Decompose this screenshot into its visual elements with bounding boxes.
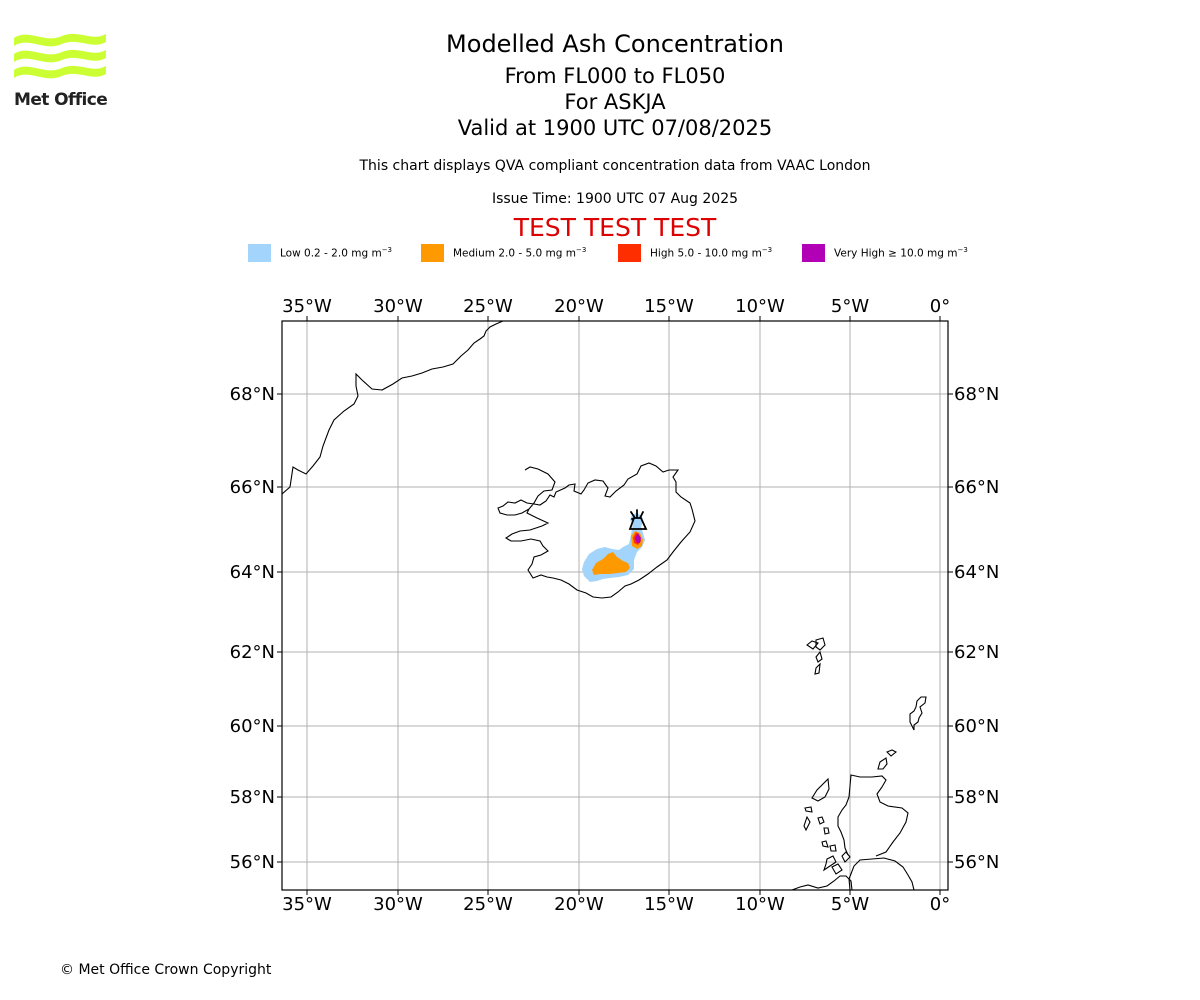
- legend-swatch-very-high: [802, 244, 825, 262]
- lon-label-bottom-25w: 25°W: [463, 894, 513, 915]
- lon-label-bottom-10w: 10°W: [735, 894, 785, 915]
- copyright-notice: © Met Office Crown Copyright: [60, 962, 272, 978]
- lat-label-right-64n: 64°N: [954, 562, 999, 583]
- legend-swatch-medium: [421, 244, 444, 262]
- lon-label-top-35w: 35°W: [282, 296, 332, 317]
- met-office-logo: Met Office: [14, 30, 110, 112]
- lon-label-top-5w: 5°W: [831, 296, 869, 317]
- hebrides-islands: [803, 777, 851, 875]
- lat-label-left-56n: 56°N: [230, 852, 275, 873]
- lat-label-left-60n: 60°N: [230, 716, 275, 737]
- issue-time: Issue Time: 1900 UTC 07 Aug 2025: [491, 191, 739, 207]
- map-area: [282, 321, 948, 890]
- map-frame: [281, 320, 949, 891]
- lon-label-bottom-35w: 35°W: [282, 894, 332, 915]
- lat-label-right-62n: 62°N: [954, 642, 999, 663]
- lat-label-left-58n: 58°N: [230, 787, 275, 808]
- lat-label-left-68n: 68°N: [230, 384, 275, 405]
- legend-label-medium: Medium 2.0 - 5.0 mg m−3: [453, 246, 587, 260]
- flight-level-range: From FL000 to FL050: [504, 64, 726, 88]
- greenland-coastline: [282, 321, 504, 495]
- legend-label-very-high: Very High ≥ 10.0 mg m−3: [834, 246, 968, 260]
- faroe-islands: [806, 637, 826, 675]
- lon-label-bottom-20w: 20°W: [554, 894, 604, 915]
- lat-label-right-68n: 68°N: [954, 384, 999, 405]
- legend-swatch-high: [618, 244, 641, 262]
- lon-label-top-10w: 10°W: [735, 296, 785, 317]
- lon-label-bottom-15w: 15°W: [644, 894, 694, 915]
- legend-swatch-low: [248, 244, 271, 262]
- axis-ticks: [277, 316, 953, 895]
- chart-title: Modelled Ash Concentration: [446, 30, 784, 58]
- legend-label-low: Low 0.2 - 2.0 mg m−3: [280, 246, 393, 260]
- lat-label-left-66n: 66°N: [230, 477, 275, 498]
- lon-label-top-0: 0°: [930, 296, 950, 317]
- volcano-name: For ASKJA: [564, 90, 666, 114]
- lon-label-top-15w: 15°W: [644, 296, 694, 317]
- latitude-labels-right: 68°N 66°N 64°N 62°N 60°N 58°N 56°N: [954, 384, 999, 873]
- ash-very-high-area: [635, 533, 641, 543]
- lon-label-bottom-0: 0°: [930, 894, 950, 915]
- lat-label-right-56n: 56°N: [954, 852, 999, 873]
- legend-label-high: High 5.0 - 10.0 mg m−3: [650, 246, 773, 260]
- test-banner: TEST TEST TEST: [513, 213, 717, 242]
- scotland-coastline: [791, 774, 915, 890]
- lon-label-bottom-30w: 30°W: [373, 894, 423, 915]
- lon-label-top-30w: 30°W: [373, 296, 423, 317]
- lat-label-right-66n: 66°N: [954, 477, 999, 498]
- ash-concentration: [582, 513, 645, 582]
- latitude-labels-left: 68°N 66°N 64°N 62°N 60°N 58°N 56°N: [230, 384, 275, 873]
- lon-label-top-20w: 20°W: [554, 296, 604, 317]
- shetland-islands: [909, 696, 927, 731]
- lat-label-left-62n: 62°N: [230, 642, 275, 663]
- lat-label-left-64n: 64°N: [230, 562, 275, 583]
- longitude-labels-bottom: 35°W 30°W 25°W 20°W 15°W 10°W 5°W 0°: [282, 894, 950, 915]
- coastlines: [282, 321, 927, 890]
- lat-label-right-58n: 58°N: [954, 787, 999, 808]
- lon-label-top-25w: 25°W: [463, 296, 513, 317]
- orkney-islands: [877, 749, 898, 770]
- met-office-waves-icon: [14, 33, 106, 79]
- longitude-labels-top: 35°W 30°W 25°W 20°W 15°W 10°W 5°W 0°: [282, 296, 950, 317]
- chart-description: This chart displays QVA compliant concen…: [359, 158, 871, 174]
- graticule: [282, 321, 948, 890]
- lon-label-bottom-5w: 5°W: [831, 894, 869, 915]
- ash-medium-area: [592, 531, 643, 575]
- valid-time: Valid at 1900 UTC 07/08/2025: [457, 116, 773, 140]
- volcano-icon: [628, 509, 648, 530]
- lat-label-right-60n: 60°N: [954, 716, 999, 737]
- met-office-logo-text: Met Office: [14, 90, 108, 110]
- iceland-coastline: [497, 462, 696, 599]
